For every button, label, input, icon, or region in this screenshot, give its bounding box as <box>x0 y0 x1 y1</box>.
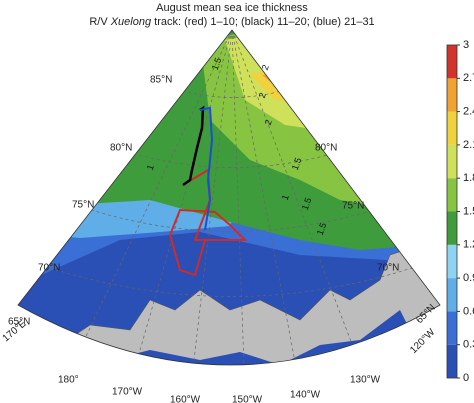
colorbar-band <box>447 111 457 145</box>
colorbar-band <box>447 78 457 112</box>
colorbar-tick-label: 2.1 <box>463 139 474 151</box>
subtitle: R/V Xuelong track: (red) 1–10; (black) 1… <box>89 16 374 28</box>
latitude-label: 70°N <box>377 263 399 274</box>
subtitle-rest: track: (red) 1–10; (black) 11–20; (blue)… <box>151 16 375 28</box>
colorbar-tick-label: 0.6 <box>463 305 474 317</box>
colorbar-tick-label: 1.5 <box>463 205 474 217</box>
track-blue <box>199 106 214 231</box>
colorbar-tick-label: 0 <box>463 372 469 384</box>
colorbar-band <box>447 144 457 179</box>
contour-label: 1 <box>145 163 156 171</box>
colorbar-tick-label: 1.8 <box>463 172 474 184</box>
colorbar-band <box>447 278 457 312</box>
longitude-label: 140°W <box>290 390 321 401</box>
colorbar-band <box>447 178 457 212</box>
longitude-label: 150°W <box>232 395 263 403</box>
contour-label: 2 <box>257 91 268 99</box>
colorbar-tick-label: 2.7 <box>463 72 474 84</box>
latitude-label: 85°N <box>150 75 172 86</box>
colorbar-tick-label: 3 <box>463 39 469 51</box>
colorbar-tick-label: 0.3 <box>463 339 474 351</box>
colorbar-tick-label: 2.4 <box>463 106 474 118</box>
latitude-label: 75°N <box>72 200 94 211</box>
colorbar-band <box>447 45 457 79</box>
graticule <box>49 30 413 365</box>
contour-label: 1.5 <box>290 156 304 171</box>
map-frame <box>17 29 441 366</box>
ship-name: Xuelong <box>110 16 152 28</box>
colorbar-band <box>447 311 457 345</box>
subtitle-prefix: R/V <box>89 16 110 28</box>
longitude-label: 170°W <box>112 387 143 398</box>
contour-label: 1.5 <box>315 221 329 236</box>
longitude-label: 120°W <box>408 327 437 356</box>
colorbar-tick-label: 1.2 <box>463 239 474 251</box>
latitude-label: 70°N <box>38 263 60 274</box>
latitude-label: 75°N <box>342 201 364 212</box>
colorbar-band <box>447 344 457 378</box>
track <box>168 105 248 277</box>
longitude-label: 180° <box>58 375 79 386</box>
contour-label: 1.5 <box>210 56 224 71</box>
track-black <box>182 105 205 187</box>
contour-label: 2 <box>263 118 274 126</box>
title: August mean sea ice thickness <box>156 2 308 14</box>
longitude-label: 130°W <box>350 375 381 386</box>
colorbar-tick-label: 0.9 <box>463 272 474 284</box>
contour-label: 1 <box>280 193 291 201</box>
latitude-label: 65°N <box>8 317 30 328</box>
colorbar-band <box>447 211 457 245</box>
contour-label: 2 <box>260 63 271 71</box>
latitude-label: 80°N <box>315 143 337 154</box>
longitude-label: 160°W <box>170 395 201 403</box>
contour-label: 1.5 <box>300 196 314 211</box>
latitude-label: 80°N <box>110 143 132 154</box>
colorbar-band <box>447 244 457 279</box>
